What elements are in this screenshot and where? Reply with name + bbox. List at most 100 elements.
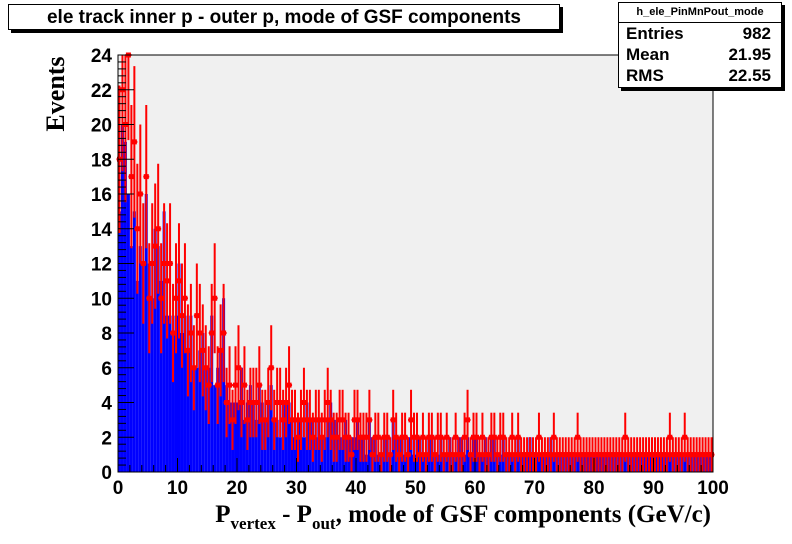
- red-marker: [215, 382, 221, 388]
- red-marker: [235, 365, 241, 371]
- red-marker: [396, 452, 402, 458]
- red-marker: [265, 400, 271, 405]
- red-marker: [316, 417, 322, 423]
- blue-bar: [168, 315, 172, 472]
- red-marker: [298, 417, 304, 423]
- red-marker: [453, 434, 459, 440]
- red-marker: [664, 452, 670, 458]
- x-tick-label: 70: [524, 478, 545, 499]
- red-marker-series: [116, 52, 715, 472]
- red-marker: [176, 278, 182, 284]
- y-tick-label: 10: [91, 289, 112, 310]
- red-marker: [233, 382, 239, 388]
- stats-histogram-name: h_ele_PinMnPout_mode: [619, 3, 781, 23]
- stats-value: 21.95: [728, 45, 771, 64]
- red-marker: [292, 417, 298, 423]
- red-marker: [450, 452, 456, 458]
- red-marker: [682, 434, 688, 440]
- blue-bar: [144, 194, 148, 472]
- red-marker: [473, 434, 479, 440]
- red-marker: [322, 417, 328, 423]
- chart-title: ele track inner p - outer p, mode of GSF…: [8, 4, 560, 30]
- x-tick-label: 40: [345, 478, 366, 499]
- red-marker: [444, 434, 450, 440]
- red-marker: [551, 434, 557, 440]
- blue-bar: [135, 280, 139, 472]
- blue-bar: [242, 419, 246, 472]
- blue-bar: [323, 437, 327, 472]
- blue-bar: [510, 454, 514, 472]
- red-marker: [408, 417, 414, 423]
- red-marker: [256, 382, 262, 388]
- red-marker: [494, 452, 500, 458]
- blue-bar: [436, 454, 440, 472]
- red-marker: [667, 434, 673, 440]
- red-marker: [200, 347, 206, 353]
- blue-bar: [186, 350, 190, 472]
- red-marker: [140, 261, 146, 266]
- red-marker: [277, 400, 283, 405]
- y-tick-label: 14: [91, 220, 113, 241]
- red-marker: [619, 452, 625, 458]
- stats-label: Entries: [626, 24, 684, 43]
- x-tick-label: 50: [405, 478, 426, 499]
- blue-bar: [204, 367, 208, 472]
- red-marker: [161, 261, 167, 266]
- blue-bar: [683, 454, 687, 472]
- red-marker: [354, 417, 360, 423]
- red-marker: [533, 452, 539, 458]
- red-marker: [149, 261, 155, 266]
- blue-bar: [138, 246, 142, 472]
- red-marker: [536, 434, 542, 440]
- red-marker: [227, 382, 233, 388]
- red-marker: [143, 174, 149, 180]
- blue-bar: [189, 315, 193, 472]
- red-marker: [271, 417, 277, 423]
- red-marker: [340, 417, 346, 423]
- blue-bar: [165, 315, 169, 472]
- x-tick-label: 20: [226, 478, 247, 499]
- red-marker: [414, 434, 420, 440]
- red-marker: [709, 452, 715, 458]
- red-marker: [310, 434, 316, 440]
- stats-row-mean: Mean 21.95: [619, 44, 781, 65]
- y-tick-label: 24: [91, 46, 113, 67]
- red-marker: [548, 452, 554, 458]
- red-marker: [393, 434, 399, 440]
- stats-value: 982: [742, 24, 771, 43]
- y-axis-label: Events: [41, 56, 70, 131]
- red-marker: [170, 330, 176, 336]
- blue-bar: [480, 454, 484, 472]
- stats-value: 22.55: [728, 66, 771, 85]
- red-marker: [238, 400, 244, 405]
- y-tick-label: 22: [91, 81, 112, 102]
- blue-bar: [171, 333, 175, 472]
- blue-bar: [177, 263, 181, 472]
- red-marker: [429, 434, 435, 440]
- red-marker: [262, 417, 268, 423]
- x-axis-label-sub1: vertex: [231, 514, 277, 533]
- blue-bar: [552, 454, 556, 472]
- red-marker: [244, 417, 250, 423]
- red-marker: [185, 347, 191, 353]
- y-tick-label: 2: [101, 428, 112, 449]
- stats-label: RMS: [626, 66, 664, 85]
- blue-bar: [118, 211, 121, 472]
- red-marker: [286, 382, 292, 388]
- blue-bar: [150, 298, 154, 472]
- blue-bar: [234, 402, 237, 472]
- red-marker: [402, 434, 408, 440]
- blue-bar: [123, 141, 127, 472]
- blue-bar: [623, 454, 627, 472]
- red-marker: [500, 434, 506, 440]
- red-marker: [363, 434, 369, 440]
- blue-bar: [141, 263, 145, 472]
- red-marker: [128, 174, 134, 180]
- stats-label: Mean: [626, 45, 670, 64]
- red-marker: [378, 452, 384, 458]
- red-marker: [432, 452, 438, 458]
- red-marker: [173, 295, 179, 301]
- red-marker: [369, 452, 375, 458]
- red-marker: [423, 452, 429, 458]
